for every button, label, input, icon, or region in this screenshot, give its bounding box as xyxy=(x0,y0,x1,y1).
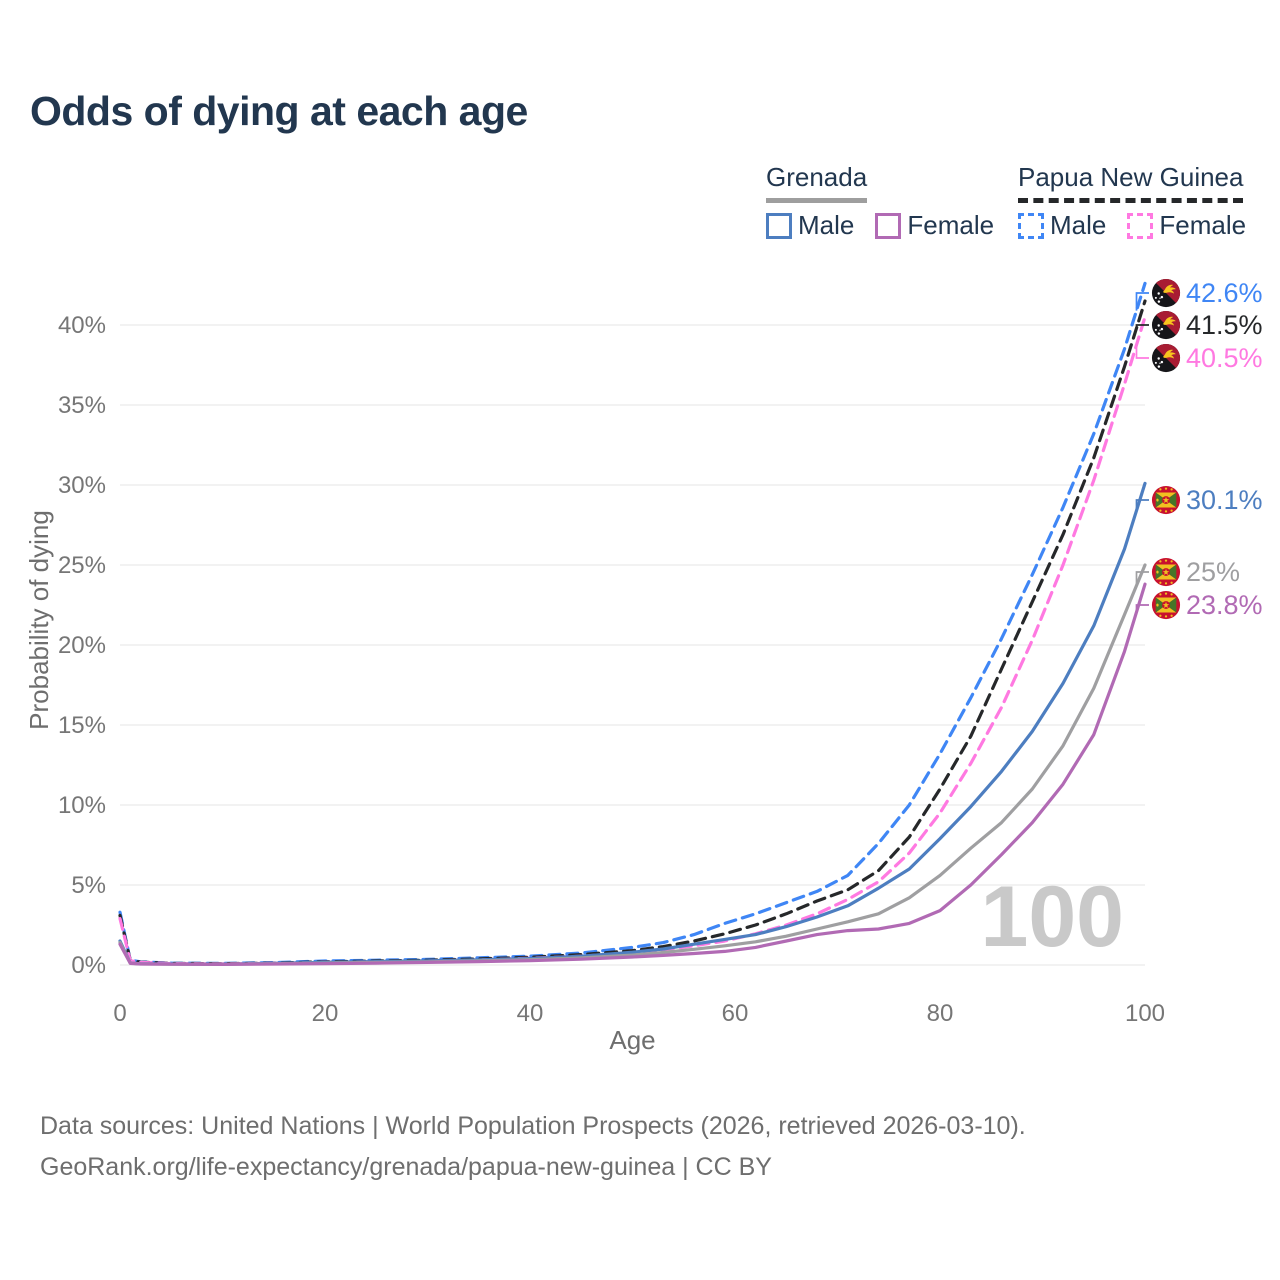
legend-label-grenada-male: Male xyxy=(798,210,855,240)
y-tick-label: 40% xyxy=(58,312,106,339)
end-label-connector-png-female xyxy=(1135,344,1149,359)
series-line-grd-female xyxy=(118,582,1147,966)
y-tick-label: 0% xyxy=(71,952,106,979)
end-label-connector-png-both xyxy=(1135,324,1149,329)
y-tick-label: 25% xyxy=(58,552,106,579)
flag-grenada-icon xyxy=(1151,557,1181,587)
legend-country-papua-new-guinea[interactable]: Papua New Guinea xyxy=(1018,162,1244,203)
end-label-connector-grd-male xyxy=(1135,499,1149,511)
attribution-line: GeoRank.org/life-expectancy/grenada/papu… xyxy=(40,1153,772,1181)
png-female-swatch-icon xyxy=(1127,212,1154,239)
grenada-female-swatch-icon xyxy=(875,212,902,239)
end-label-connector-grd-female xyxy=(1135,604,1149,613)
legend-group-grenada: Grenada Male Female xyxy=(766,162,994,241)
page-title: Odds of dying at each age xyxy=(30,88,528,134)
png-male-swatch-icon xyxy=(1018,212,1044,239)
end-label-grd-male: 30.1% xyxy=(1186,485,1263,515)
legend-item-png-female[interactable]: Female xyxy=(1127,210,1246,241)
x-tick-label: 20 xyxy=(312,1000,339,1027)
x-axis-title: Age xyxy=(609,1025,655,1055)
y-tick-label: 15% xyxy=(58,712,106,739)
x-tick-label: 80 xyxy=(927,1000,954,1027)
y-tick-label: 10% xyxy=(58,792,106,819)
footer: Data sources: United Nations | World Pop… xyxy=(40,1106,1026,1188)
x-tick-label: 60 xyxy=(722,1000,749,1027)
flag-papua-new-guinea-icon xyxy=(1151,310,1181,340)
legend-country-grenada[interactable]: Grenada xyxy=(766,162,868,203)
x-tick-label: 0 xyxy=(113,1000,126,1027)
end-label-grd-female: 23.8% xyxy=(1186,590,1263,620)
legend-item-grenada-male[interactable]: Male xyxy=(766,210,854,241)
flag-papua-new-guinea-icon xyxy=(1151,278,1181,308)
y-tick-label: 30% xyxy=(58,472,106,499)
flag-papua-new-guinea-icon xyxy=(1151,343,1181,373)
flag-grenada-icon xyxy=(1151,485,1181,515)
chart-watermark: 100 xyxy=(981,869,1125,965)
y-tick-label: 35% xyxy=(58,392,106,419)
legend-item-grenada-female[interactable]: Female xyxy=(875,210,994,241)
end-label-png-male: 42.6% xyxy=(1186,278,1263,308)
legend-label-grenada-female: Female xyxy=(907,210,995,240)
legend-item-png-male[interactable]: Male xyxy=(1018,210,1106,241)
flag-grenada-icon xyxy=(1151,590,1181,620)
end-label-png-both: 41.5% xyxy=(1186,310,1263,340)
series-line-png-male xyxy=(118,281,1147,965)
end-label-png-female: 40.5% xyxy=(1186,343,1263,373)
grenada-male-swatch-icon xyxy=(766,212,792,239)
end-label-connector-png-male xyxy=(1135,292,1149,311)
y-tick-label: 5% xyxy=(71,872,106,899)
end-label-grd-both: 25% xyxy=(1186,557,1240,587)
legend-group-papua-new-guinea: Papua New Guinea Male Female xyxy=(1018,162,1246,241)
x-tick-label: 40 xyxy=(517,1000,544,1027)
y-axis-title: Probability of dying xyxy=(24,510,54,730)
legend-label-png-female: Female xyxy=(1159,210,1247,240)
x-tick-label: 100 xyxy=(1125,1000,1165,1027)
y-tick-label: 20% xyxy=(58,632,106,659)
legend-label-png-male: Male xyxy=(1050,210,1107,240)
end-label-connector-grd-both xyxy=(1135,571,1149,586)
data-sources-line: Data sources: United Nations | World Pop… xyxy=(40,1112,1026,1140)
